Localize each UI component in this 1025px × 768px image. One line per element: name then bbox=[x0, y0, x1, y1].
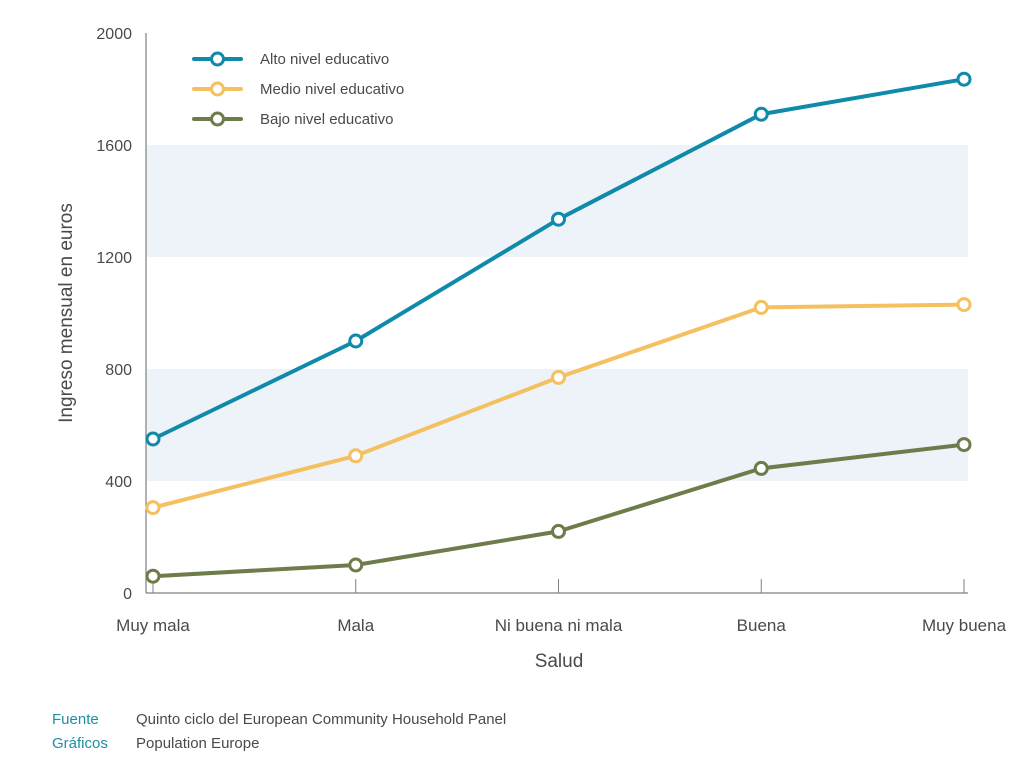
source-label: Fuente bbox=[52, 711, 99, 728]
x-axis-title: Salud bbox=[535, 651, 584, 672]
axes: 0 400 800 1200 1600 2000 Muy mala Mala Ni buena … bbox=[96, 26, 1006, 635]
data-point bbox=[348, 448, 364, 464]
series-points bbox=[145, 71, 972, 584]
source-text: Quinto ciclo del European Community Hous… bbox=[136, 711, 507, 728]
grid-band bbox=[146, 145, 968, 257]
graphics-label: Gráficos bbox=[52, 735, 108, 752]
data-point bbox=[753, 299, 769, 315]
data-point bbox=[753, 460, 769, 476]
x-tick-label: Buena bbox=[737, 616, 787, 635]
legend-label: Alto nivel educativo bbox=[260, 51, 389, 68]
data-point bbox=[956, 437, 972, 453]
data-point bbox=[145, 431, 161, 447]
data-point bbox=[145, 500, 161, 516]
data-point bbox=[348, 557, 364, 573]
x-tick-label: Ni buena ni mala bbox=[495, 616, 623, 635]
data-point bbox=[753, 106, 769, 122]
grid-bands bbox=[146, 145, 968, 481]
y-tick-label: 1200 bbox=[96, 250, 132, 267]
legend-label: Medio nivel educativo bbox=[260, 81, 404, 98]
y-axis-title: Ingreso mensual en euros bbox=[56, 203, 77, 423]
legend-marker bbox=[210, 111, 225, 127]
x-tick-label: Muy mala bbox=[116, 616, 190, 635]
data-point bbox=[551, 523, 566, 539]
y-tick-label: 1600 bbox=[96, 138, 132, 155]
data-point bbox=[348, 333, 364, 349]
y-tick-label: 800 bbox=[105, 362, 132, 379]
graphics-row: Gráficos Population Europe bbox=[52, 732, 506, 756]
data-point bbox=[956, 71, 972, 87]
data-point bbox=[145, 568, 161, 584]
y-tick-label: 400 bbox=[105, 474, 132, 491]
legend-marker bbox=[210, 81, 225, 97]
line-chart: 0 400 800 1200 1600 2000 Muy mala Mala Ni buena … bbox=[56, 26, 1007, 672]
x-tick-label: Muy buena bbox=[922, 616, 1007, 635]
data-point bbox=[956, 297, 972, 313]
legend: Alto nivel educativo Medio nivel educativ… bbox=[192, 51, 404, 128]
y-tick-label: 0 bbox=[123, 586, 132, 603]
grid-band bbox=[146, 369, 968, 481]
source-row: Fuente Quinto ciclo del European Communi… bbox=[52, 708, 506, 732]
source-notes: Fuente Quinto ciclo del European Communi… bbox=[52, 708, 506, 756]
legend-marker bbox=[210, 51, 225, 67]
data-point bbox=[551, 211, 566, 227]
y-tick-label: 2000 bbox=[96, 26, 132, 43]
graphics-text: Population Europe bbox=[136, 735, 260, 752]
data-point bbox=[551, 369, 566, 385]
x-tick-label: Mala bbox=[337, 616, 374, 635]
legend-label: Bajo nivel educativo bbox=[260, 111, 393, 128]
